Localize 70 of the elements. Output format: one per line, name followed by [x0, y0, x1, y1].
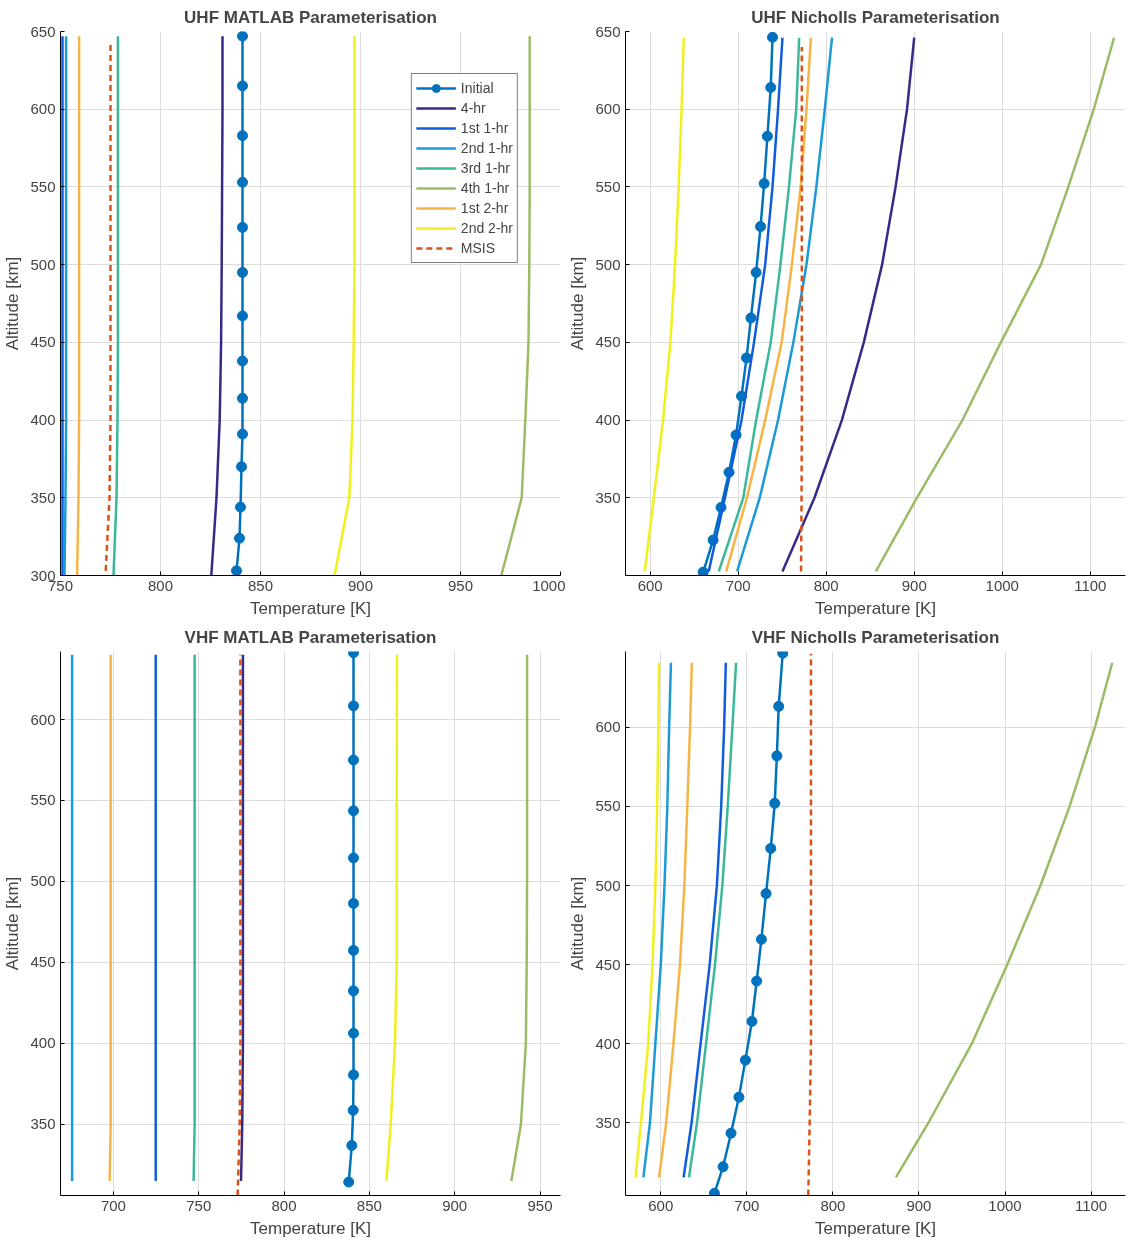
legend-label: MSIS	[460, 240, 496, 256]
y-tick-label: 350	[30, 1115, 56, 1133]
x-tick-label: 900	[906, 1196, 932, 1214]
y-tick-label: 650	[30, 22, 56, 40]
y-tick-label: 500	[595, 876, 621, 894]
y-tick-label: 600	[30, 710, 56, 728]
y-tick-label: 400	[30, 411, 56, 429]
x-tick-label: 1000	[532, 576, 566, 594]
x-tick-label: 800	[813, 576, 839, 594]
x-axis-title: Temperature [K]	[250, 598, 371, 618]
chart-title: UHF MATLAB Parameterisation	[184, 7, 437, 27]
chart-title: VHF MATLAB Parameterisation	[184, 627, 437, 647]
y-tick-label: 650	[595, 22, 621, 40]
x-tick-label: 700	[734, 1196, 760, 1214]
legend-label: Initial	[460, 80, 494, 96]
x-tick-label: 800	[820, 1196, 846, 1214]
x-tick-label: 700	[725, 576, 751, 594]
x-axis-title: Temperature [K]	[815, 598, 936, 618]
x-tick-label: 900	[901, 576, 927, 594]
x-tick-label: 1000	[985, 576, 1019, 594]
x-tick-label: 900	[442, 1196, 468, 1214]
y-tick-label: 500	[30, 872, 56, 890]
y-tick-label: 550	[595, 177, 621, 195]
y-tick-label: 400	[595, 1034, 621, 1052]
y-tick-label: 450	[30, 953, 56, 971]
y-tick-label: 350	[595, 1113, 621, 1131]
x-tick-label: 850	[356, 1196, 382, 1214]
legend-label: 3rd 1-hr	[460, 160, 510, 176]
chart-title: UHF Nicholls Parameterisation	[751, 7, 1000, 27]
x-axis-title: Temperature [K]	[815, 1218, 936, 1238]
y-axis-title: Altitude [km]	[568, 876, 588, 971]
y-tick-label: 550	[30, 177, 56, 195]
y-tick-label: 400	[595, 411, 621, 429]
legend-label: 1st 2-hr	[460, 200, 509, 216]
x-tick-label: 600	[648, 1196, 674, 1214]
y-tick-label: 450	[595, 333, 621, 351]
x-tick-label: 600	[637, 576, 663, 594]
y-tick-label: 350	[595, 488, 621, 506]
x-axis-title: Temperature [K]	[250, 1218, 371, 1238]
x-tick-label: 800	[271, 1196, 297, 1214]
y-axis-title: Altitude [km]	[3, 876, 23, 971]
legend-label: 4th 1-hr	[460, 180, 510, 196]
legend-label: 2nd 2-hr	[460, 220, 513, 236]
x-tick-label: 1100	[1074, 576, 1107, 594]
x-tick-label: 850	[247, 576, 274, 594]
y-tick-label: 500	[30, 255, 56, 273]
chart-title: VHF Nicholls Parameterisation	[751, 627, 1000, 647]
x-tick-label: 1000	[988, 1196, 1022, 1214]
y-tick-label: 350	[30, 488, 56, 506]
y-tick-label: 500	[595, 255, 621, 273]
x-tick-label: 1100	[1074, 1196, 1108, 1214]
x-tick-label: 900	[347, 576, 374, 594]
y-tick-label: 400	[30, 1034, 56, 1052]
y-tick-label: 600	[595, 718, 621, 736]
legend-label: 2nd 1-hr	[460, 140, 513, 156]
x-tick-label: 950	[447, 576, 474, 594]
x-tick-label: 950	[527, 1196, 553, 1214]
legend-label: 1st 1-hr	[460, 120, 509, 136]
y-axis-title: Altitude [km]	[568, 256, 588, 351]
x-tick-label: 700	[100, 1196, 126, 1214]
legend-label: 4-hr	[460, 100, 486, 116]
y-tick-label: 550	[595, 797, 621, 815]
y-tick-label: 450	[30, 333, 56, 351]
y-tick-label: 600	[30, 100, 56, 118]
y-tick-label: 550	[30, 791, 56, 809]
y-axis-title: Altitude [km]	[3, 256, 23, 351]
x-tick-label: 750	[186, 1196, 212, 1214]
y-tick-label: 450	[595, 955, 621, 973]
y-tick-label: 600	[595, 100, 621, 118]
x-tick-label: 800	[147, 576, 174, 594]
